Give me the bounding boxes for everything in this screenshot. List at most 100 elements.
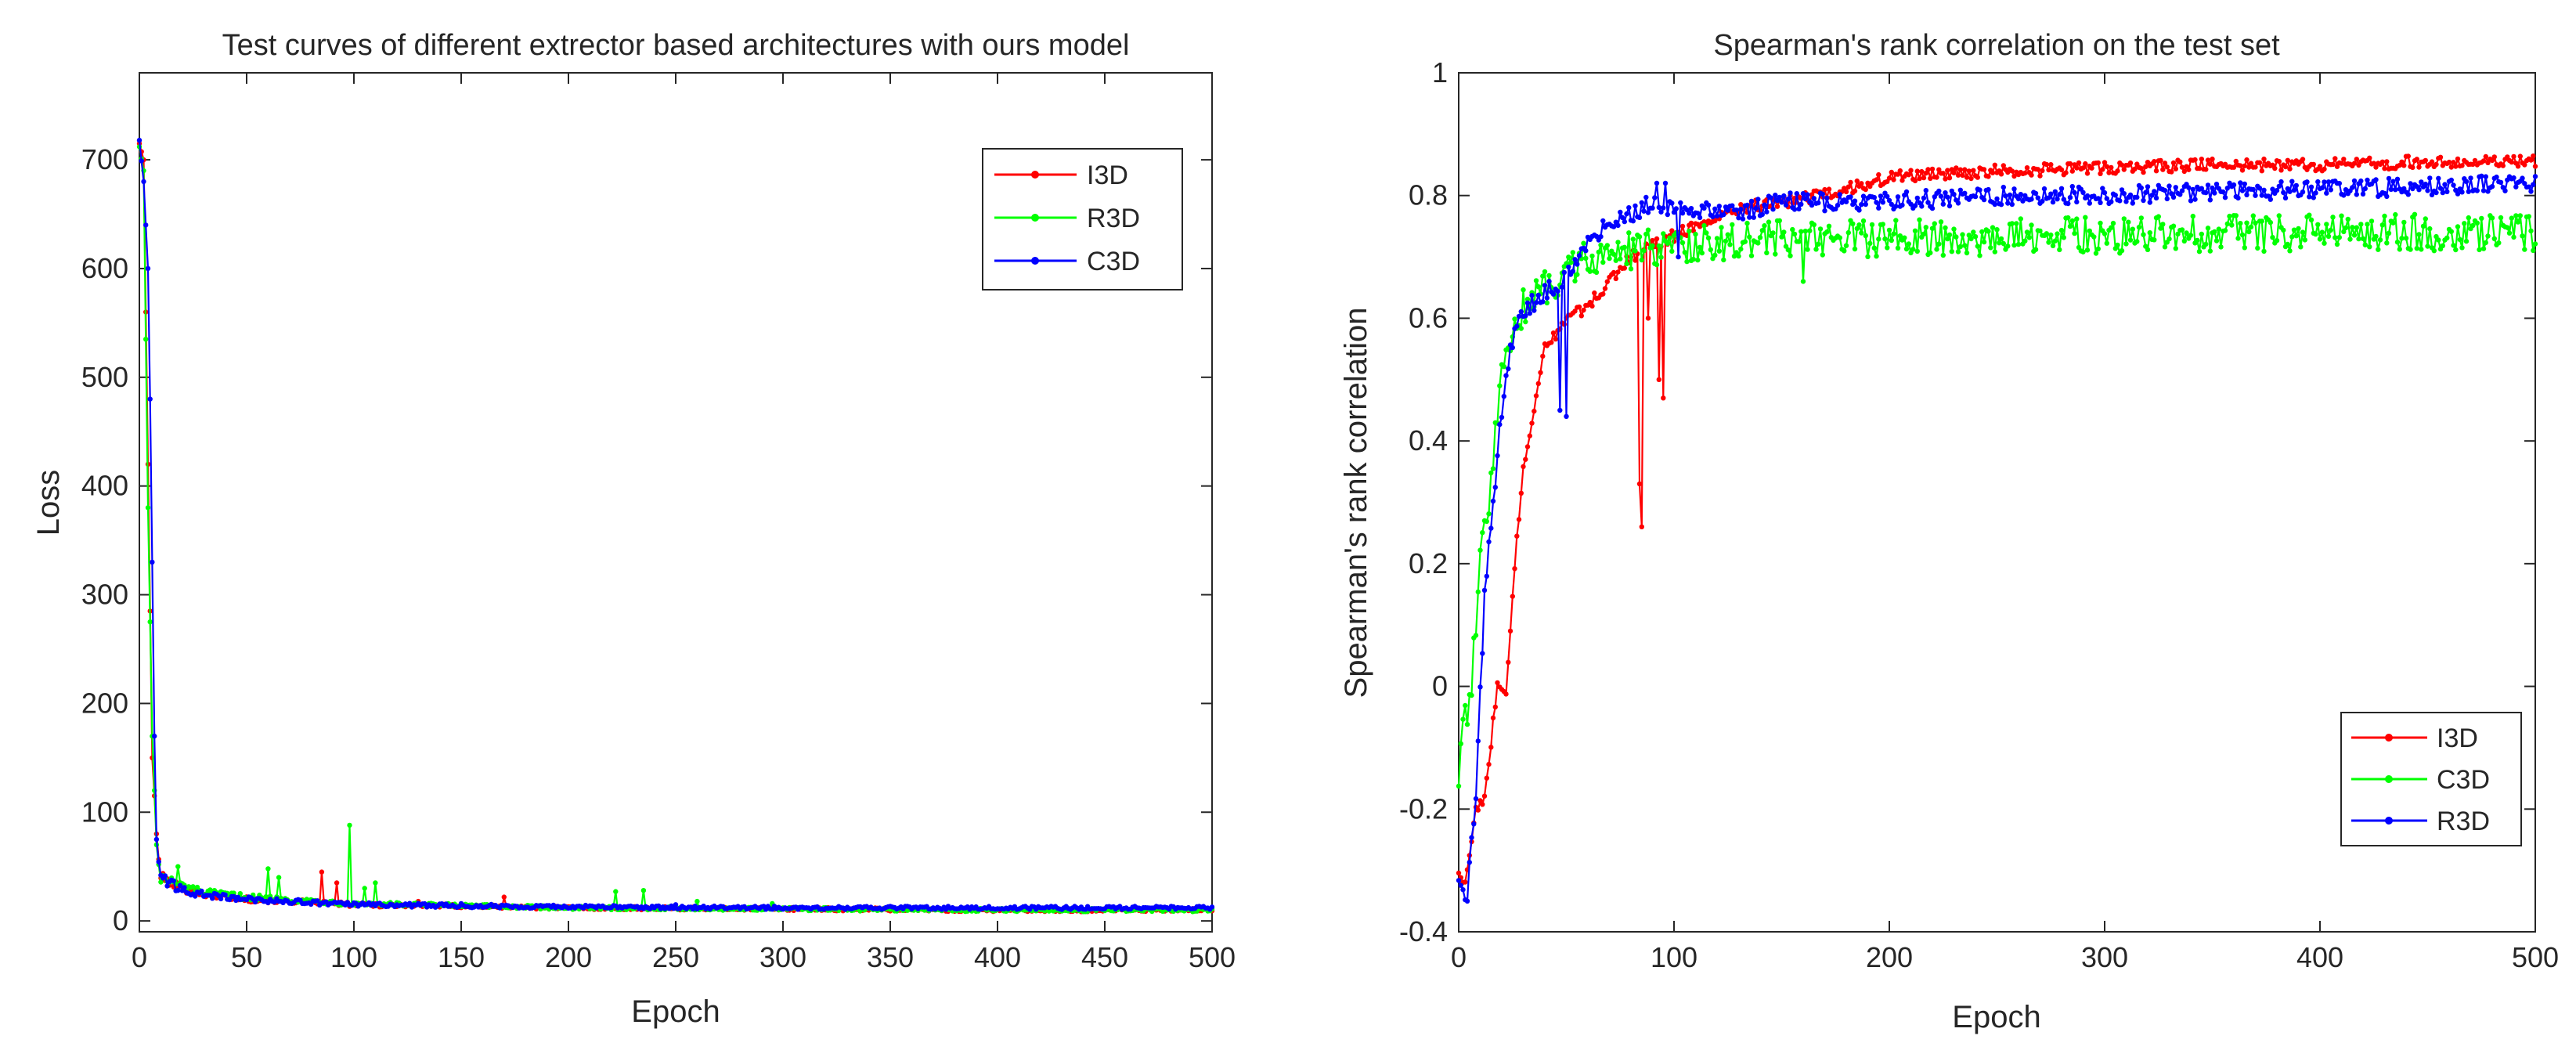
spearman-point-r3d xyxy=(2451,182,2456,188)
spearman-point-c3d xyxy=(2408,247,2413,252)
spearman-point-i3d xyxy=(1645,316,1651,321)
spearman-point-c3d xyxy=(1589,253,1595,259)
loss-point-r3d xyxy=(276,875,282,880)
spearman-point-r3d xyxy=(2121,191,2127,197)
spearman-point-c3d xyxy=(1917,217,1922,222)
spearman-point-i3d xyxy=(1845,184,1851,189)
spearman-point-r3d xyxy=(1464,898,1470,904)
spearman-point-r3d xyxy=(2145,184,2151,189)
spearman-point-c3d xyxy=(1645,227,1651,233)
spearman-point-c3d xyxy=(1667,235,1672,240)
spearman-point-i3d xyxy=(1981,167,1987,172)
spearman-point-c3d xyxy=(1807,228,1813,233)
spearman-point-r3d xyxy=(2315,179,2321,185)
spearman-point-c3d xyxy=(2511,234,2516,240)
spearman-point-c3d xyxy=(1490,466,1496,471)
spearman-point-r3d xyxy=(1669,200,1675,206)
spearman-point-c3d xyxy=(1568,260,1574,265)
spearman-point-c3d xyxy=(1458,741,1464,746)
loss-legend-item-r3d: R3D xyxy=(994,204,1140,233)
spearman-point-c3d xyxy=(1850,221,1856,226)
spearman-point-r3d xyxy=(1943,190,1948,196)
spearman-point-c3d xyxy=(1770,230,1776,236)
spearman-point-r3d xyxy=(1532,308,1537,313)
spearman-point-i3d xyxy=(2239,168,2246,173)
spearman-point-r3d xyxy=(2041,186,2047,192)
spearman-point-r3d xyxy=(2341,193,2347,198)
spearman-point-c3d xyxy=(1876,236,1881,242)
spearman-point-c3d xyxy=(1932,221,1937,226)
spearman-point-r3d xyxy=(1895,194,1901,200)
spearman-point-i3d xyxy=(2098,171,2103,176)
spearman-point-i3d xyxy=(1661,395,1666,401)
spearman-point-c3d xyxy=(2029,222,2034,228)
spearman-point-r3d xyxy=(1900,202,1905,208)
spearman-point-r3d xyxy=(1781,193,1787,199)
spearman-point-r3d xyxy=(2100,186,2105,191)
spearman-point-r3d xyxy=(1824,195,1830,200)
spearman-point-c3d xyxy=(1523,319,1528,325)
spearman-point-r3d xyxy=(2373,177,2379,182)
spearman-point-i3d xyxy=(2401,163,2407,168)
spearman-point-c3d xyxy=(2343,225,2349,231)
spearman-point-r3d xyxy=(2405,192,2411,197)
loss-point-c3d xyxy=(136,137,143,143)
spearman-point-c3d xyxy=(2067,223,2073,229)
spearman-point-c3d xyxy=(1802,229,1808,234)
spearman-point-r3d xyxy=(1656,204,1661,211)
spearman-point-i3d xyxy=(1604,279,1610,284)
spearman-point-c3d xyxy=(1845,229,1851,236)
spearman-point-c3d xyxy=(2532,241,2538,247)
spearman-point-c3d xyxy=(1572,278,1578,283)
spearman-point-i3d xyxy=(1946,175,1953,181)
spearman-point-r3d xyxy=(1936,188,1942,194)
spearman-point-c3d xyxy=(1764,250,1770,256)
loss-y-axis-label: Loss xyxy=(31,470,66,536)
spearman-point-r3d xyxy=(2474,188,2480,193)
spearman-point-r3d xyxy=(2250,186,2256,193)
spearman-point-r3d xyxy=(2360,191,2366,197)
loss-chart-title: Test curves of different extrector based… xyxy=(222,29,1130,62)
spearman-point-i3d xyxy=(2205,157,2211,163)
spearman-point-c3d xyxy=(2526,214,2531,219)
spearman-point-r3d xyxy=(1740,216,1746,222)
spearman-point-c3d xyxy=(1460,716,1466,722)
spearman-point-c3d xyxy=(1618,256,1623,262)
loss-point-c3d xyxy=(218,896,224,902)
spearman-point-c3d xyxy=(1727,242,1733,247)
spearman-point-r3d xyxy=(2282,195,2289,200)
spearman-point-c3d xyxy=(2308,217,2314,222)
spearman-point-c3d xyxy=(1966,233,1972,238)
spearman-point-i3d xyxy=(1863,186,1868,193)
spearman-point-c3d xyxy=(2046,240,2051,245)
spearman-point-i3d xyxy=(1456,870,1462,876)
spearman-point-r3d xyxy=(1791,207,1798,212)
spearman-point-i3d xyxy=(2067,161,2073,167)
spearman-point-c3d xyxy=(1484,518,1490,525)
spearman-point-r3d xyxy=(2102,189,2108,196)
spearman-point-i3d xyxy=(1826,186,1832,192)
spearman-point-c3d xyxy=(2332,235,2338,240)
spearman-point-c3d xyxy=(1981,239,1987,245)
loss-y-tick-label: 500 xyxy=(81,361,128,393)
spearman-point-r3d xyxy=(2281,189,2286,196)
spearman-point-c3d xyxy=(2425,244,2430,249)
spearman-point-i3d xyxy=(1964,175,1970,180)
spearman-point-c3d xyxy=(2489,215,2495,221)
spearman-point-c3d xyxy=(1687,229,1692,234)
spearman-point-r3d xyxy=(1679,211,1686,216)
spearman-point-i3d xyxy=(2483,153,2488,160)
spearman-point-c3d xyxy=(1622,244,1627,250)
spearman-point-r3d xyxy=(2498,179,2504,186)
spearman-point-i3d xyxy=(2153,168,2159,174)
spearman-point-c3d xyxy=(2376,247,2381,252)
spearman-point-r3d xyxy=(1641,208,1647,214)
spearman-point-c3d xyxy=(1615,240,1621,245)
spearman-y-axis-label: Spearman's rank correlation xyxy=(1339,308,1373,698)
spearman-point-r3d xyxy=(1643,194,1649,200)
spearman-point-i3d xyxy=(2285,157,2290,163)
spearman-point-c3d xyxy=(1747,234,1752,240)
spearman-point-c3d xyxy=(2098,220,2103,226)
spearman-point-c3d xyxy=(2127,237,2134,243)
